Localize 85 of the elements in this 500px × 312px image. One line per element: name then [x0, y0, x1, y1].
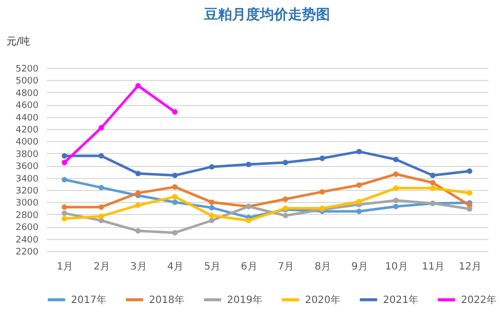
point — [356, 208, 362, 214]
point — [62, 176, 68, 182]
point — [209, 204, 214, 210]
point — [393, 185, 399, 191]
point — [209, 212, 214, 218]
legend-label: 2018年 — [149, 294, 184, 306]
point — [393, 204, 399, 210]
point — [246, 218, 252, 224]
point — [466, 190, 472, 196]
y-tick-label: 4200 — [16, 126, 39, 136]
y-tick-label: 2200 — [16, 248, 39, 258]
point — [135, 202, 141, 208]
y-tick-label: 3200 — [16, 186, 39, 196]
point — [135, 170, 141, 176]
y-tick-label: 4400 — [16, 113, 39, 124]
point — [430, 172, 436, 178]
x-tick-label: 4月 — [167, 262, 184, 272]
point — [466, 206, 472, 212]
x-tick-label: 1月 — [56, 262, 74, 272]
y-tick-label: 3800 — [16, 150, 39, 160]
x-tick-label: 9月 — [351, 262, 368, 272]
x-tick-label: 8月 — [314, 262, 331, 272]
point — [135, 82, 141, 88]
y-tick-label: 2400 — [16, 235, 39, 246]
point — [356, 148, 362, 154]
y-axis-title: 元/吨 — [6, 36, 30, 48]
point — [98, 213, 104, 219]
point — [282, 160, 288, 166]
legend-label: 2019年 — [227, 294, 262, 306]
y-tick-label: 5000 — [16, 76, 39, 87]
x-tick-label: 3月 — [130, 262, 147, 272]
point — [320, 156, 325, 162]
point — [135, 190, 141, 196]
point — [209, 199, 214, 205]
y-tick-label: 2600 — [16, 223, 39, 234]
point — [62, 210, 68, 216]
point — [356, 198, 362, 204]
x-tick-label: 7月 — [278, 262, 294, 272]
legend-label: 2022年 — [461, 294, 496, 306]
y-tick-label: 4000 — [16, 138, 39, 148]
y-tick-label: 3600 — [16, 162, 39, 172]
point — [172, 194, 178, 200]
point — [172, 109, 178, 115]
point — [466, 168, 472, 174]
point — [98, 125, 104, 131]
point — [172, 199, 178, 205]
point — [135, 228, 141, 234]
point — [98, 204, 104, 210]
point — [393, 198, 399, 204]
point — [62, 153, 68, 159]
y-tick-label: 4600 — [16, 101, 39, 112]
y-tick-label: 3000 — [16, 198, 39, 209]
point — [393, 171, 399, 177]
legend-label: 2020年 — [305, 294, 340, 306]
point — [62, 204, 68, 210]
point — [356, 182, 362, 188]
point — [282, 212, 288, 218]
y-tick-label: 3400 — [16, 174, 39, 184]
point — [246, 162, 252, 168]
point — [172, 230, 178, 236]
point — [209, 164, 214, 170]
point — [98, 184, 104, 190]
x-tick-label: 10月 — [385, 262, 408, 272]
chart-title: 豆粕月度均价走势图 — [203, 6, 330, 23]
legend-label: 2017年 — [71, 294, 106, 306]
point — [282, 196, 288, 202]
point — [430, 180, 436, 186]
point — [62, 216, 68, 222]
point — [172, 172, 178, 178]
x-tick-label: 11月 — [422, 262, 445, 272]
point — [320, 189, 325, 195]
point — [98, 153, 104, 159]
point — [209, 218, 214, 224]
x-tick-label: 5月 — [204, 262, 220, 272]
y-tick-label: 5200 — [16, 64, 39, 74]
legend-label: 2021年 — [383, 294, 418, 306]
x-tick-label: 6月 — [240, 262, 258, 272]
point — [393, 156, 399, 162]
y-tick-label: 2800 — [16, 210, 39, 221]
point — [430, 185, 436, 191]
point — [62, 160, 68, 166]
y-tick-label: 4800 — [16, 88, 39, 99]
point — [172, 184, 178, 190]
x-tick-label: 12月 — [458, 262, 482, 272]
x-tick-label: 2月 — [94, 262, 110, 272]
